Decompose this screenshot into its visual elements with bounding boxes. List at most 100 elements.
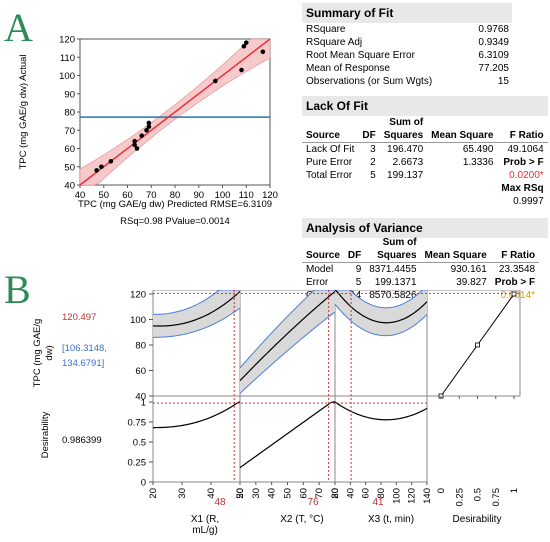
row-ss: 199.1371 [374, 277, 417, 288]
desirability-handle[interactable] [511, 291, 517, 297]
factor-tick-label: 40 [206, 488, 217, 499]
data-point [239, 67, 244, 73]
row-source: Pure Error [306, 157, 353, 168]
y-tick-label: 40 [64, 181, 75, 192]
data-point [260, 49, 266, 55]
factor-tick-label: 20 [235, 488, 246, 499]
summary-value: 6.3109 [478, 50, 509, 61]
factor-tick-label: 40 [267, 488, 278, 499]
confidence-interval-low: [106.3148, [62, 343, 107, 354]
factor-tick-label: 50 [235, 488, 246, 499]
y-tick-label: 110 [60, 53, 75, 64]
factor-tick-label: 140 [422, 488, 433, 504]
anova-header-f: F Ratio [490, 249, 540, 263]
row-ms: 930.161 [450, 264, 487, 275]
x1-label-line1: X1 (R, [190, 514, 220, 525]
data-point [132, 142, 137, 148]
ci-lower-line [239, 311, 336, 394]
summary-of-fit-table: RSquare 0.9768 RSquare Adj 0.9349 Root Mean … [302, 23, 513, 88]
tpc-tick-label: 100 [130, 315, 146, 326]
x1-label: X1 (R, mL/g) [170, 514, 240, 536]
lack-of-fit-table: Sum of Source DF Squares Mean Square F R… [302, 116, 548, 208]
profiler-bottom-frame [152, 395, 428, 483]
y-tick-label: 100 [59, 71, 75, 82]
header-f: F Ratio [497, 129, 548, 143]
data-point [146, 120, 152, 126]
desir-axis-tick-label: 0.5 [473, 488, 484, 501]
y-tick-label: 80 [64, 108, 75, 119]
x2-current-value[interactable]: 76 [307, 497, 319, 508]
row-f: Prob > F [503, 157, 544, 168]
ci-upper-line [239, 290, 335, 369]
max-rsq-label: Max RSq [501, 183, 544, 194]
ci-upper-line [152, 290, 240, 315]
x3-label: X3 (t, min) [367, 514, 415, 525]
x1-current-value[interactable]: 48 [214, 497, 226, 508]
panel-a-label: A [4, 5, 33, 50]
factor-tick-label: 60 [298, 488, 309, 499]
ci-upper-line [335, 290, 427, 309]
ci-lower-line [152, 307, 241, 338]
data-point [144, 127, 149, 133]
desir-axis-tick-label: 0.25 [454, 488, 465, 507]
response-label-line2: dw) [44, 345, 55, 360]
row-f: 0.0014* [500, 290, 536, 301]
x-axis-label-line2: RSq=0.98 PValue=0.0014 [120, 216, 230, 227]
summary-of-fit-title[interactable]: Summary of Fit [302, 3, 512, 23]
ci-lower-line [334, 303, 428, 337]
row-source: Lack Of Fit [306, 144, 355, 155]
tpc-tick-label: 80 [135, 341, 146, 352]
summary-label: Mean of Response [306, 63, 390, 74]
row-ss: 196.470 [387, 144, 424, 155]
table-row: Total Error 5 199.137 0.0200* [302, 169, 548, 182]
x-tick-label: 120 [262, 190, 278, 201]
y-tick-label: 50 [64, 162, 75, 173]
header-source: Source [302, 129, 359, 143]
summary-label: Root Mean Square Error [306, 50, 415, 61]
data-point [99, 164, 104, 170]
desirability-curve [334, 401, 428, 421]
desir-axis-tick-label: 0.75 [491, 488, 502, 507]
row-source: Error [306, 277, 329, 288]
y-tick-label: 70 [64, 126, 75, 137]
desir-axis-tick-label: 0 [436, 488, 447, 493]
data-point [213, 78, 218, 84]
table-row: Lack Of Fit 3 196.470 65.490 49.1064 [302, 143, 548, 157]
desirability-axis-name: Desirability [452, 514, 502, 525]
anova-title[interactable]: Analysis of Variance [302, 218, 548, 238]
data-point [134, 146, 140, 151]
x-tick-label: 80 [170, 190, 181, 201]
row-ss: 8570.5826 [369, 290, 417, 301]
lack-of-fit-title[interactable]: Lack Of Fit [302, 96, 548, 116]
data-point [146, 124, 152, 129]
row-ms: 1.3336 [462, 157, 494, 168]
table-row: Pure Error 2 2.6673 1.3336 Prob > F [302, 156, 548, 169]
row-ss: 8371.4455 [369, 264, 417, 275]
factor-tick-label: 40 [345, 488, 356, 499]
row-ms [427, 169, 497, 182]
desirability-handle[interactable] [475, 342, 480, 348]
y-axis-label: TPC (mg GAE/g dw) Actual [18, 54, 29, 169]
row-f: Prob > F [494, 277, 536, 288]
row-source: Model [306, 264, 334, 275]
summary-row: Observations (or Sum Wgts) 15 [302, 75, 513, 88]
confidence-interval-high: 134.6791] [62, 358, 104, 369]
header-ms: Mean Square [427, 129, 498, 143]
data-point [94, 168, 99, 173]
row-f: 49.1064 [507, 144, 544, 155]
factor-tick-label: 80 [330, 488, 341, 499]
summary-label: RSquare [306, 24, 346, 35]
row-ss: 2.6673 [392, 157, 424, 168]
data-point [139, 133, 145, 139]
summary-value: 0.9768 [478, 24, 509, 35]
x-tick-label: 40 [75, 190, 86, 201]
header-ss2: Squares [379, 129, 428, 143]
x-tick-label: 90 [193, 190, 204, 201]
factor-tick-label: 30 [251, 488, 262, 499]
desirability-curve [239, 401, 335, 469]
row-df: 5 [355, 277, 362, 288]
desir-axis-tick-label: 1 [509, 488, 520, 493]
response-label-line1: TPC (mg GAE/g [32, 319, 43, 388]
x3-current-value[interactable]: 41 [372, 497, 384, 508]
x-tick-label: 100 [215, 190, 231, 201]
